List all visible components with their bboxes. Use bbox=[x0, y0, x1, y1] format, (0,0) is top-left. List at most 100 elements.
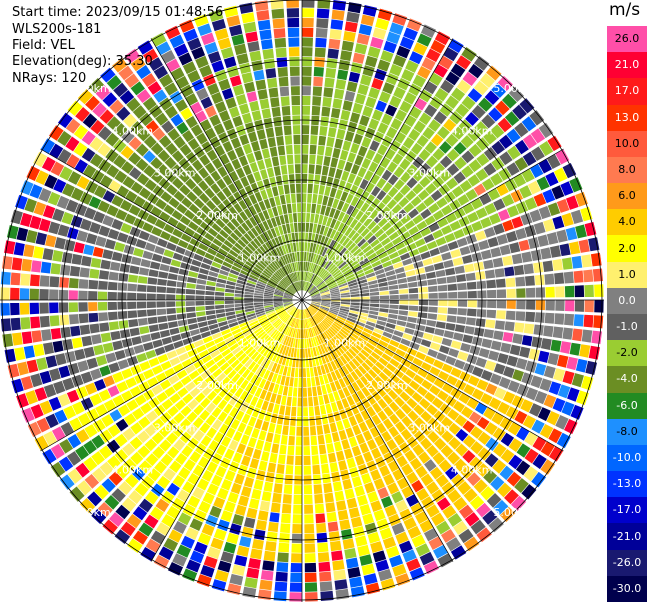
radar-gate bbox=[438, 55, 454, 70]
radar-gate bbox=[200, 32, 215, 46]
radar-gate bbox=[207, 345, 218, 354]
radar-gate bbox=[75, 445, 90, 461]
radar-gate bbox=[206, 149, 218, 161]
radar-gate bbox=[544, 312, 555, 324]
radar-gate bbox=[484, 269, 496, 279]
radar-gate bbox=[476, 463, 490, 477]
radar-gate bbox=[234, 387, 244, 398]
radar-gate bbox=[546, 154, 561, 170]
radar-gate bbox=[92, 467, 107, 483]
radar-gate bbox=[360, 14, 375, 27]
radar-gate bbox=[244, 185, 254, 196]
radar-gate bbox=[374, 268, 385, 276]
radar-gate bbox=[345, 193, 354, 204]
radar-gate bbox=[253, 214, 262, 225]
radar-gate bbox=[419, 551, 435, 566]
radar-gate bbox=[236, 443, 247, 455]
radar-gate bbox=[107, 301, 118, 311]
radar-gate bbox=[484, 360, 497, 372]
radar-gate bbox=[556, 198, 570, 213]
radar-gate bbox=[254, 224, 263, 235]
radar-gate bbox=[317, 194, 324, 205]
radar-gate bbox=[230, 418, 241, 430]
radar-gate bbox=[338, 460, 348, 471]
radar-gate bbox=[397, 363, 408, 374]
radar-gate bbox=[302, 173, 308, 184]
radar-gate bbox=[490, 247, 502, 258]
radar-gate bbox=[304, 553, 316, 563]
radar-gate bbox=[288, 213, 294, 223]
radar-gate bbox=[394, 179, 405, 191]
radar-gate bbox=[389, 22, 404, 35]
radar-gate bbox=[339, 308, 350, 312]
radar-gate bbox=[289, 242, 294, 253]
radar-gate bbox=[284, 293, 293, 297]
radar-gate bbox=[381, 169, 393, 181]
radar-gate bbox=[250, 548, 263, 560]
radar-gate bbox=[223, 541, 237, 554]
radar-gate bbox=[261, 272, 271, 279]
radar-gate bbox=[252, 448, 262, 460]
radar-gate bbox=[457, 308, 467, 316]
radar-gate bbox=[16, 227, 29, 242]
radar-gate bbox=[69, 314, 79, 325]
radar-gate bbox=[462, 71, 478, 87]
radar-gate bbox=[237, 276, 248, 282]
radar-gate bbox=[334, 380, 342, 391]
radar-gate bbox=[71, 337, 83, 349]
radar-gate bbox=[215, 282, 226, 288]
radar-gate bbox=[460, 134, 474, 149]
radar-gate bbox=[460, 465, 474, 479]
radar-gate bbox=[134, 482, 149, 497]
radar-gate bbox=[20, 273, 31, 286]
radar-gate bbox=[417, 33, 432, 47]
radar-gate bbox=[514, 477, 529, 494]
radar-gate bbox=[376, 273, 386, 280]
radar-gate bbox=[264, 157, 273, 169]
radar-gate bbox=[151, 384, 163, 396]
radar-gate bbox=[16, 393, 29, 409]
radar-gate bbox=[519, 98, 535, 114]
radar-gate bbox=[42, 448, 57, 465]
range-label: 4.00km bbox=[112, 124, 154, 137]
radar-gate bbox=[277, 283, 287, 290]
radar-gate bbox=[350, 370, 359, 381]
radar-gate bbox=[534, 363, 547, 376]
radar-gate bbox=[29, 302, 40, 315]
radar-gate bbox=[290, 337, 294, 348]
radar-gate bbox=[70, 325, 81, 337]
radar-gate bbox=[150, 142, 164, 156]
radar-gate bbox=[539, 423, 554, 439]
radar-gate bbox=[409, 293, 419, 299]
radar-gate bbox=[253, 171, 262, 182]
radar-gate bbox=[356, 275, 367, 282]
radar-gate bbox=[98, 389, 111, 402]
radar-gate bbox=[389, 401, 400, 413]
radar-gate bbox=[247, 348, 257, 358]
radar-gate bbox=[205, 359, 216, 369]
radar-gate bbox=[132, 506, 148, 521]
radar-gate bbox=[135, 239, 147, 249]
radar-gate bbox=[286, 396, 292, 407]
radar-gate bbox=[253, 203, 262, 214]
radar-gate bbox=[389, 413, 400, 425]
radar-gate bbox=[436, 197, 448, 209]
radar-gate bbox=[253, 297, 264, 300]
radar-gate bbox=[424, 391, 436, 403]
radar-gate bbox=[302, 377, 307, 388]
radar-gate bbox=[363, 345, 373, 355]
radar-gate bbox=[82, 164, 97, 179]
radar-gate bbox=[306, 308, 313, 317]
radar-gate bbox=[281, 224, 288, 235]
radar-gate bbox=[403, 353, 415, 362]
radar-gate bbox=[438, 459, 452, 473]
radar-gate bbox=[424, 459, 437, 472]
radar-gate bbox=[140, 546, 156, 562]
radar-gate bbox=[302, 17, 314, 28]
radar-gate bbox=[584, 221, 597, 237]
radar-gate bbox=[227, 355, 237, 365]
radar-gate bbox=[484, 202, 497, 215]
radar-gate bbox=[440, 416, 454, 429]
radar-gate bbox=[137, 445, 151, 459]
radar-gate bbox=[158, 271, 169, 279]
